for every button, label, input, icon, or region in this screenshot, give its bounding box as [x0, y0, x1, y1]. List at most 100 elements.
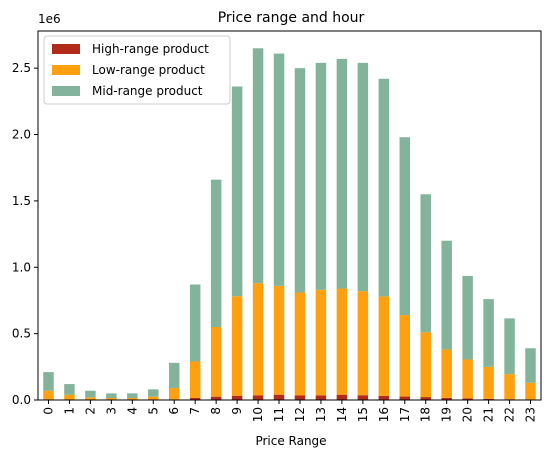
bar-mid-range-product-21: [483, 299, 494, 367]
bar-low-range-product-13: [315, 289, 327, 396]
y-tick-label: 0.5: [12, 327, 31, 341]
y-tick-label: 1.0: [12, 260, 31, 274]
x-tick-label: 15: [356, 407, 370, 422]
bar-mid-range-product-18: [420, 194, 431, 333]
x-tick-label: 4: [125, 407, 139, 415]
bar-low-range-product-19: [441, 349, 452, 398]
x-tick-label: 1: [62, 407, 76, 415]
legend-swatch: [52, 44, 80, 54]
y-multiplier-label: 1e6: [38, 12, 61, 26]
legend-box: [43, 35, 231, 105]
bar-mid-range-product-10: [252, 48, 264, 284]
x-tick-label: 20: [461, 407, 475, 422]
bar-low-range-product-3: [106, 398, 117, 400]
bar-high-range-product-8: [210, 396, 222, 400]
x-tick-label: 10: [251, 407, 265, 422]
bar-low-range-product-15: [357, 291, 369, 396]
x-tick-label: 5: [146, 407, 160, 415]
bar-mid-range-product-16: [378, 78, 390, 297]
bar-low-range-product-10: [252, 283, 264, 396]
y-tick-label: 2.5: [12, 61, 31, 75]
x-axis-label: Price Range: [255, 434, 326, 448]
bar-mid-range-product-23: [525, 348, 536, 383]
bar-low-range-product-14: [336, 288, 348, 395]
x-tick-label: 13: [314, 407, 328, 422]
bar-mid-range-product-7: [189, 284, 201, 362]
bar-mid-range-product-20: [462, 275, 473, 360]
axes-frame: [37, 30, 542, 401]
bar-low-range-product-9: [231, 296, 243, 396]
bar-high-range-product-19: [441, 397, 452, 400]
x-tick-label: 7: [188, 407, 202, 415]
bar-low-range-product-11: [273, 285, 285, 395]
bar-low-range-product-23: [525, 382, 536, 400]
x-tick-label: 3: [104, 407, 118, 415]
bar-high-range-product-13: [315, 395, 327, 400]
x-tick-label: 18: [419, 407, 433, 422]
bar-mid-range-product-9: [231, 86, 243, 297]
bar-low-range-product-6: [168, 388, 180, 400]
bar-low-range-product-1: [64, 394, 75, 400]
bar-low-range-product-16: [378, 296, 390, 396]
bar-high-range-product-9: [231, 395, 243, 400]
bar-low-range-product-22: [504, 374, 515, 400]
y-tick-label: 0.0: [12, 393, 31, 407]
bar-mid-range-product-19: [441, 240, 452, 350]
bars-group: [43, 48, 536, 400]
bar-mid-range-product-3: [106, 393, 117, 399]
chart-title: Price range and hour: [218, 10, 365, 26]
bar-mid-range-product-1: [64, 384, 75, 395]
x-tick-label: 6: [167, 407, 181, 415]
x-tick-label: 17: [398, 407, 412, 422]
bar-mid-range-product-14: [336, 58, 348, 289]
bar-high-range-product-11: [273, 394, 285, 400]
bar-high-range-product-7: [189, 398, 201, 400]
bar-mid-range-product-12: [294, 68, 306, 293]
bar-mid-range-product-15: [357, 62, 369, 292]
x-tick-label: 19: [440, 407, 454, 422]
bar-low-range-product-21: [483, 366, 494, 399]
bar-mid-range-product-17: [399, 137, 411, 316]
bar-low-range-product-18: [420, 332, 431, 398]
bar-mid-range-product-4: [127, 393, 138, 399]
x-tick-label: 8: [209, 407, 223, 415]
bar-high-range-product-10: [252, 395, 264, 400]
x-tick-label: 2: [83, 407, 97, 415]
x-tick-label: 23: [524, 407, 538, 422]
bar-low-range-product-20: [462, 359, 473, 399]
bar-low-range-product-12: [294, 292, 306, 396]
legend-label: Mid-range product: [92, 84, 203, 98]
bar-low-range-product-4: [127, 398, 138, 400]
bar-mid-range-product-13: [315, 62, 327, 290]
bar-mid-range-product-0: [43, 372, 54, 391]
bar-low-range-product-0: [43, 390, 54, 400]
legend-label: High-range product: [92, 42, 209, 56]
legend-label: Low-range product: [92, 63, 205, 77]
y-tick-label: 2.0: [12, 128, 31, 142]
bar-low-range-product-17: [399, 315, 411, 397]
y-tick-label: 1.5: [12, 194, 31, 208]
x-tick-label: 0: [41, 407, 55, 415]
bar-high-range-product-21: [483, 398, 494, 400]
bar-high-range-product-15: [357, 395, 369, 400]
axes-group: 0.00.51.01.52.02.50 1 2 3 4 5 6 7 8 9 10 11 12 13 14 15…: [12, 30, 542, 422]
x-tick-label: 22: [503, 407, 517, 422]
legend: High-range product Low-range product Mid-r…: [43, 35, 231, 105]
x-tick-label: 9: [230, 407, 244, 415]
bar-low-range-product-2: [85, 397, 96, 400]
bar-low-range-product-7: [189, 361, 201, 399]
bar-high-range-product-14: [336, 394, 348, 400]
bar-high-range-product-17: [399, 396, 411, 400]
x-tick-label: 16: [377, 407, 391, 422]
bar-mid-range-product-8: [210, 179, 222, 327]
x-tick-label: 12: [293, 407, 307, 422]
x-tick-label: 11: [272, 407, 286, 422]
legend-swatch: [52, 65, 80, 75]
bar-mid-range-product-6: [168, 362, 180, 389]
bar-mid-range-product-2: [85, 390, 96, 398]
legend-swatch: [52, 86, 80, 96]
bar-high-range-product-20: [462, 398, 473, 400]
x-tick-label: 14: [335, 407, 349, 422]
x-tick-label: 21: [482, 407, 496, 422]
